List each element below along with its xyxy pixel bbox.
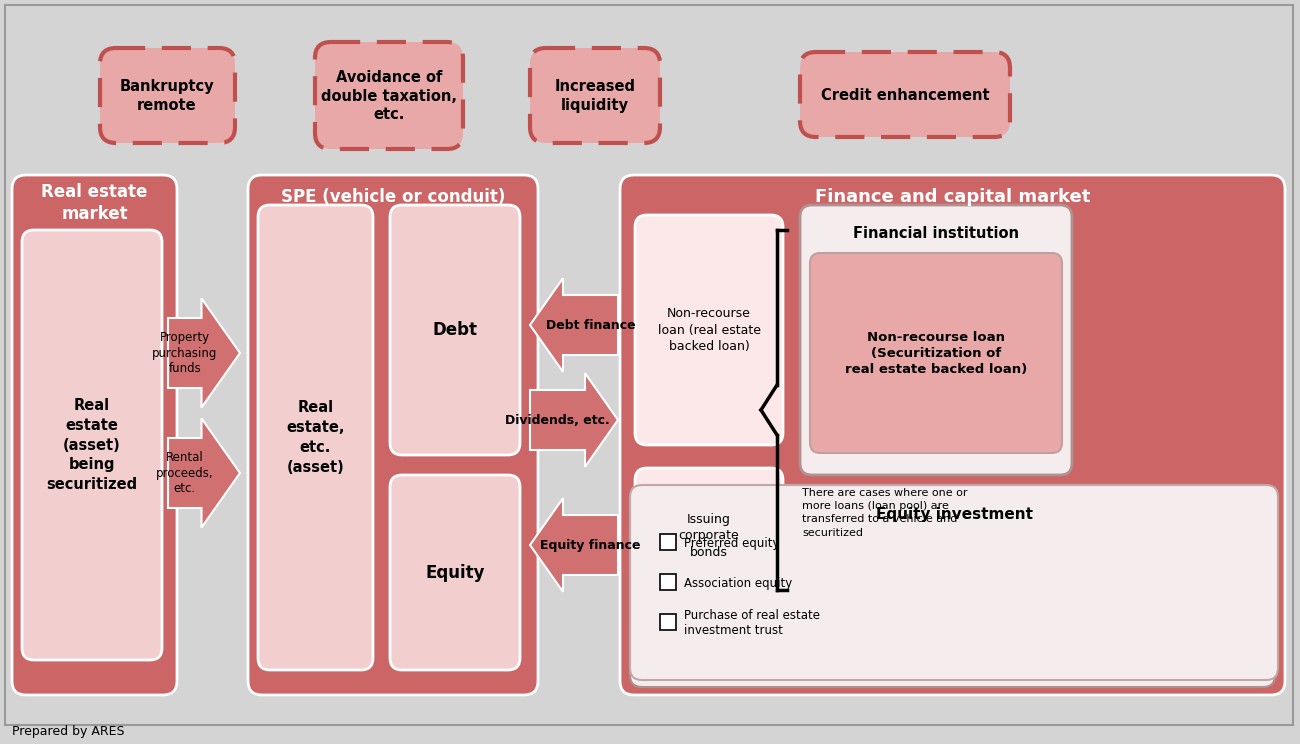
Text: Debt: Debt <box>433 321 477 339</box>
Text: Financial institution: Financial institution <box>853 225 1019 240</box>
FancyBboxPatch shape <box>660 614 676 630</box>
Polygon shape <box>530 278 618 372</box>
Text: Credit enhancement: Credit enhancement <box>820 88 989 103</box>
FancyBboxPatch shape <box>390 205 520 455</box>
FancyBboxPatch shape <box>634 215 783 445</box>
Text: Debt finance: Debt finance <box>546 318 636 332</box>
Text: Equity finance: Equity finance <box>541 539 641 551</box>
Text: Property
purchasing
funds: Property purchasing funds <box>152 331 217 375</box>
FancyBboxPatch shape <box>390 475 520 670</box>
Text: Dividends, etc.: Dividends, etc. <box>506 414 610 426</box>
Text: Issuing
corporate
bonds: Issuing corporate bonds <box>679 513 740 559</box>
FancyBboxPatch shape <box>12 175 177 695</box>
Text: There are cases where one or
more loans (loan pool) are
transferred to a vehicle: There are cases where one or more loans … <box>802 488 967 538</box>
Text: Real
estate
(asset)
being
securitized: Real estate (asset) being securitized <box>47 398 138 492</box>
FancyBboxPatch shape <box>22 230 162 660</box>
Text: Purchase of real estate
investment trust: Purchase of real estate investment trust <box>684 609 820 637</box>
FancyBboxPatch shape <box>100 48 235 143</box>
FancyBboxPatch shape <box>620 175 1284 695</box>
Text: SPE (vehicle or conduit): SPE (vehicle or conduit) <box>281 188 506 206</box>
Text: Avoidance of
double taxation,
etc.: Avoidance of double taxation, etc. <box>321 70 458 122</box>
Text: Increased
liquidity: Increased liquidity <box>555 79 636 113</box>
FancyBboxPatch shape <box>630 618 1275 680</box>
FancyBboxPatch shape <box>660 534 676 550</box>
Text: Association equity: Association equity <box>684 577 792 589</box>
FancyBboxPatch shape <box>800 205 1072 475</box>
Polygon shape <box>530 498 618 591</box>
Text: Non-recourse
loan (real estate
backed loan): Non-recourse loan (real estate backed lo… <box>658 307 760 353</box>
Polygon shape <box>530 373 618 466</box>
Text: Non-recourse loan
(Securitization of
real estate backed loan): Non-recourse loan (Securitization of rea… <box>845 330 1027 376</box>
Text: Real estate
market: Real estate market <box>42 183 148 223</box>
Text: Finance and capital market: Finance and capital market <box>815 188 1091 206</box>
Polygon shape <box>168 418 240 527</box>
FancyBboxPatch shape <box>634 468 783 603</box>
Text: Real
estate,
etc.
(asset): Real estate, etc. (asset) <box>286 400 344 475</box>
FancyBboxPatch shape <box>630 605 1275 687</box>
Text: Bankruptcy
remote: Bankruptcy remote <box>120 79 214 113</box>
Text: Equity investment: Equity investment <box>875 507 1032 522</box>
FancyBboxPatch shape <box>630 485 1278 680</box>
FancyBboxPatch shape <box>660 574 676 590</box>
FancyBboxPatch shape <box>257 205 373 670</box>
FancyBboxPatch shape <box>530 48 660 143</box>
Text: Equity: Equity <box>425 563 485 582</box>
FancyBboxPatch shape <box>248 175 538 695</box>
Polygon shape <box>168 298 240 408</box>
FancyBboxPatch shape <box>315 42 463 149</box>
Text: Rental
proceeds,
etc.: Rental proceeds, etc. <box>156 451 213 495</box>
FancyBboxPatch shape <box>810 253 1062 453</box>
FancyBboxPatch shape <box>800 52 1010 137</box>
Text: Prepared by ARES: Prepared by ARES <box>12 725 125 739</box>
Text: Preferred equity: Preferred equity <box>684 536 780 550</box>
